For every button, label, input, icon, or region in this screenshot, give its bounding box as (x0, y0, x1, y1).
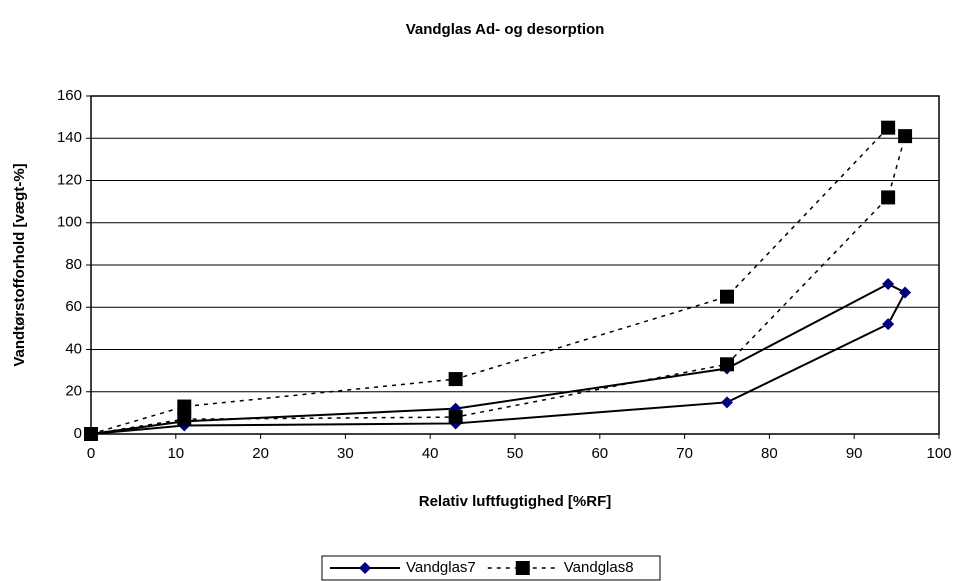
x-tick-label: 60 (591, 445, 608, 462)
y-tick-label: 60 (65, 298, 82, 315)
x-tick-label: 40 (422, 445, 439, 462)
y-tick-label: 20 (65, 383, 82, 400)
x-axis-label: Relativ luftfugtighed [%RF] (419, 493, 611, 510)
series-line (90, 126, 906, 435)
legend-label: Vandglas8 (564, 559, 634, 576)
marker (448, 410, 463, 425)
x-tick-label: 100 (926, 445, 951, 462)
marker (882, 318, 895, 331)
plot-border (90, 95, 940, 435)
y-tick-label: 120 (57, 171, 82, 188)
marker (720, 289, 734, 304)
y-tick-label: 160 (57, 87, 82, 104)
marker (84, 427, 98, 441)
marker (177, 399, 192, 414)
x-tick-label: 30 (337, 445, 354, 462)
y-axis-label: Vandtørstofforhold [vægt-%] (11, 163, 28, 366)
x-tick-label: 90 (846, 445, 863, 462)
marker (898, 129, 913, 144)
marker (881, 120, 896, 135)
legend-marker (359, 562, 371, 574)
legend-marker (515, 561, 530, 575)
marker (721, 396, 733, 409)
y-tick-label: 80 (65, 256, 82, 273)
marker (881, 190, 896, 205)
y-tick-label: 100 (57, 214, 82, 231)
x-tick-label: 20 (252, 445, 269, 462)
x-tick-label: 80 (761, 445, 778, 462)
y-tick-label: 40 (65, 340, 82, 357)
x-tick-label: 50 (507, 445, 524, 462)
x-tick-label: 10 (167, 445, 184, 462)
marker (448, 372, 463, 387)
legend-label: Vandglas7 (406, 559, 476, 576)
marker (899, 286, 912, 299)
marker (177, 412, 192, 427)
y-tick-label: 140 (57, 129, 82, 146)
chart-title: Vandglas Ad- og desorption (406, 21, 605, 38)
x-tick-label: 0 (87, 445, 95, 462)
y-tick-label: 0 (74, 425, 82, 442)
marker (720, 357, 734, 372)
x-tick-label: 70 (676, 445, 693, 462)
marker (882, 278, 895, 291)
